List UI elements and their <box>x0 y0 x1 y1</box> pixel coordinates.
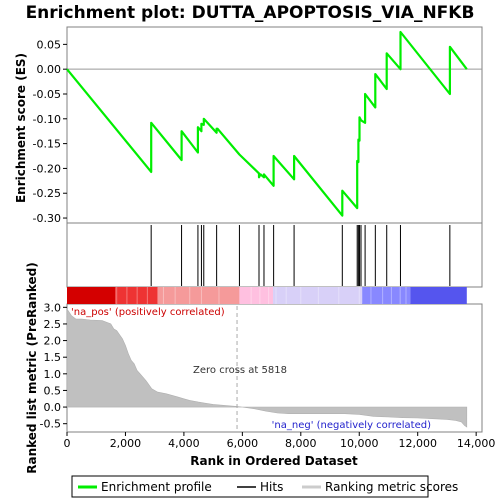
metric-y-tick-label: 2.0 <box>44 335 62 348</box>
es-y-tick-label: -0.25 <box>33 187 61 200</box>
metric-y-tick-label: 3.0 <box>44 301 62 314</box>
metric-y-tick-label: 2.5 <box>44 318 62 331</box>
x-tick-label: 12,000 <box>398 437 437 450</box>
x-tick-label: 2,000 <box>110 437 142 450</box>
x-axis-label: Rank in Ordered Dataset <box>190 454 358 468</box>
metric-y-axis-label: Ranked list metric (PreRanked) <box>25 262 39 474</box>
heatbar-segment <box>115 287 158 304</box>
es-y-axis-label: Enrichment score (ES) <box>14 53 28 203</box>
zero-cross-label: Zero cross at 5818 <box>193 365 287 376</box>
legend: Enrichment profile Hits Ranking metric s… <box>71 475 458 498</box>
es-y-ticks: 0.05 0.00 -0.05 -0.10 -0.15 -0.20 -0.25 -0.30 <box>33 38 67 225</box>
x-tick-label: 10,000 <box>340 437 379 450</box>
rank-heatbar <box>67 287 467 304</box>
heatbar-segment <box>157 287 240 304</box>
x-tick-label: 0 <box>64 437 71 450</box>
es-y-tick-label: 0.05 <box>37 38 62 51</box>
x-tick-label: 6,000 <box>227 437 259 450</box>
chart-title: Enrichment plot: DUTTA_APOPTOSIS_VIA_NFK… <box>26 3 475 23</box>
metric-y-tick-label: 1.5 <box>44 351 62 364</box>
enrichment-profile-line <box>66 30 468 217</box>
es-y-tick-label: 0.00 <box>37 63 62 76</box>
ranking-metric-series <box>66 308 468 428</box>
legend-enrichment-label: Enrichment profile <box>101 480 212 494</box>
es-y-tick-label: -0.10 <box>33 113 61 126</box>
metric-y-tick-label: 0.5 <box>44 384 62 397</box>
heatbar-segment <box>410 287 467 304</box>
heatbar-segment <box>273 287 363 304</box>
metric-y-tick-label: 0.0 <box>44 401 62 414</box>
es-panel-frame <box>66 26 483 224</box>
es-y-tick-label: -0.20 <box>33 162 61 175</box>
heatbar-segment <box>362 287 411 304</box>
x-tick-label: 14,000 <box>457 437 496 450</box>
legend-metric-label: Ranking metric scores <box>325 480 458 494</box>
hit-markers <box>150 225 451 286</box>
heatbar-segment <box>67 287 116 304</box>
metric-y-ticks: 3.0 2.5 2.0 1.5 1.0 0.5 0.0 -0.5 <box>40 301 67 431</box>
es-y-tick-label: -0.05 <box>33 88 61 101</box>
metric-y-tick-label: -0.5 <box>40 418 61 431</box>
enrichment-profile-series <box>66 30 468 217</box>
positive-correlation-label: 'na_pos' (positively correlated) <box>71 307 225 318</box>
heatbar-segment <box>239 287 274 304</box>
es-y-tick-label: -0.15 <box>33 138 61 151</box>
ranking-metric-area <box>66 308 468 428</box>
x-tick-label: 4,000 <box>168 437 200 450</box>
hits-panel-frame <box>66 222 483 288</box>
legend-hits-label: Hits <box>260 480 283 494</box>
negative-correlation-label: 'na_neg' (negatively correlated) <box>272 420 431 431</box>
metric-y-tick-label: 1.0 <box>44 368 62 381</box>
es-y-tick-label: -0.30 <box>33 212 61 225</box>
x-tick-label: 8,000 <box>285 437 317 450</box>
x-axis-ticks: 0 2,000 4,000 6,000 8,000 10,000 12,000 14,000 <box>64 432 496 450</box>
